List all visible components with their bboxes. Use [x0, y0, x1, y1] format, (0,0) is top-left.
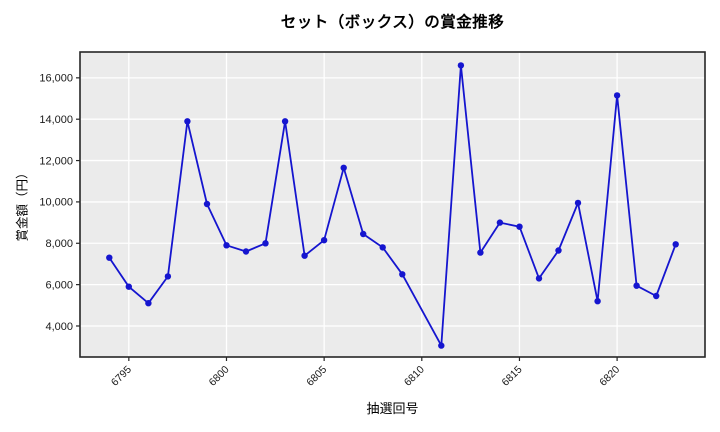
x-tick-label: 6795: [109, 364, 134, 389]
data-point: [613, 92, 621, 99]
data-point: [281, 118, 289, 125]
y-tick-label: 6,000: [45, 279, 73, 291]
x-axis-label: 抽選回号: [366, 401, 419, 416]
x-tick-label: 6820: [597, 364, 622, 389]
data-point: [203, 200, 211, 208]
data-point: [672, 241, 679, 248]
y-tick-label: 8,000: [45, 238, 73, 250]
y-tick-label: 10,000: [39, 197, 73, 209]
data-point: [262, 240, 269, 247]
data-point: [438, 342, 445, 349]
y-tick-label: 12,000: [39, 155, 73, 167]
y-axis-ticks: 4,000 6,000 8,000 10,000 12,000 14,000 16,000: [39, 73, 80, 333]
data-point: [653, 292, 660, 300]
x-tick-label: 6815: [500, 364, 525, 389]
data-point: [360, 230, 367, 238]
data-point: [574, 199, 582, 207]
data-point: [340, 164, 347, 171]
grid-lines: [80, 52, 705, 357]
data-point: [379, 244, 386, 251]
data-point: [164, 273, 172, 280]
data-point: [516, 223, 523, 230]
y-tick-label: 4,000: [45, 321, 73, 333]
x-tick-label: 6810: [402, 364, 427, 389]
x-tick-label: 6800: [207, 364, 232, 389]
plot-frame: [79, 51, 706, 358]
data-point: [535, 275, 543, 282]
data-point: [496, 219, 504, 226]
data-point: [457, 62, 465, 69]
data-point: [106, 254, 113, 261]
data-point: [320, 237, 328, 244]
data-point: [242, 248, 250, 255]
data-point: [633, 282, 640, 289]
data-point: [594, 298, 601, 305]
data-point: [555, 247, 562, 254]
data-point-markers: [106, 62, 679, 349]
data-point: [184, 118, 191, 125]
x-axis-ticks: 6795 6800 6805 6810 6815 6820: [109, 357, 622, 389]
y-tick-label: 14,000: [39, 114, 73, 126]
data-point: [477, 249, 484, 256]
chart-title: セット（ボックス）の賞金推移: [280, 14, 505, 31]
data-point: [125, 283, 132, 290]
plot-background: [80, 52, 705, 357]
y-axis-label: 賞金額（円）: [15, 166, 30, 242]
data-point: [145, 300, 152, 307]
y-tick-label: 16,000: [39, 73, 73, 85]
data-point: [223, 242, 230, 249]
data-point: [301, 252, 308, 259]
x-tick-label: 6805: [304, 364, 329, 389]
data-point: [399, 271, 406, 278]
